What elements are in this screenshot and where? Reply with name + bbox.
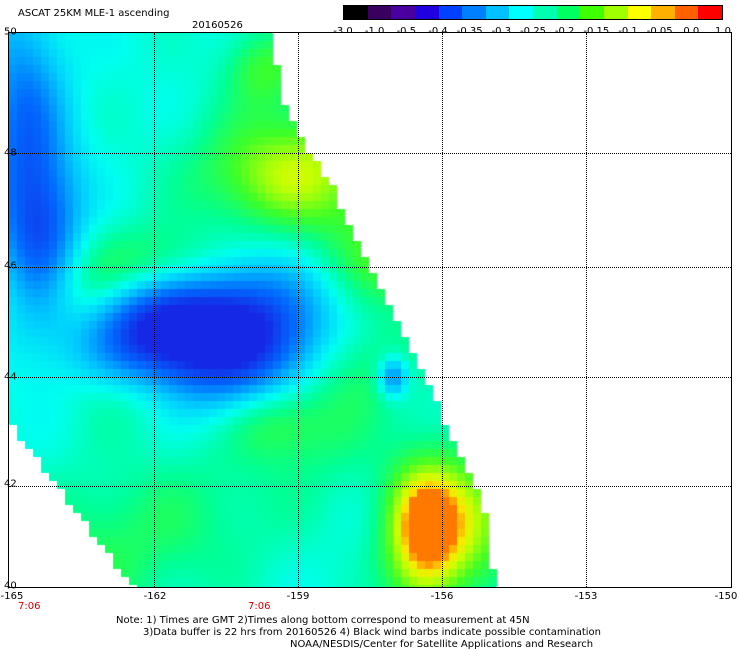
color-scale-tick-label: 1.0 [715, 26, 731, 37]
color-swatch [556, 6, 581, 19]
grid-line-lat [9, 377, 731, 378]
color-scale-tick-label: -0.05 [647, 26, 673, 37]
footnote-line: Note: 1) Times are GMT 2)Times along bot… [116, 615, 530, 626]
color-swatch [580, 6, 604, 19]
color-swatch [462, 6, 486, 19]
grid-line-lat [9, 153, 731, 154]
time-label: 7:06 [18, 601, 41, 612]
color-swatch [509, 6, 533, 19]
color-swatch [603, 6, 628, 19]
color-swatch [485, 6, 510, 19]
color-swatch [627, 6, 652, 19]
lon-label: -162 [143, 591, 167, 602]
map-plot-area [8, 32, 732, 588]
color-scale-tick-label: -0.2 [555, 26, 575, 37]
color-swatch [391, 6, 415, 19]
color-scale-tick-label: 0.0 [683, 26, 699, 37]
color-swatch [438, 6, 463, 19]
mle-swath-field [9, 33, 731, 587]
color-scale-tick-label: -3.0 [333, 26, 353, 37]
lon-label: -165 [0, 591, 24, 602]
lat-label: 50 [4, 26, 17, 38]
color-swatch [698, 6, 722, 19]
lat-label: 42 [4, 478, 17, 490]
grid-line-lon [442, 33, 443, 587]
color-scale-tick-label: -0.5 [397, 26, 417, 37]
lat-label: 40 [4, 580, 17, 592]
map-title: ASCAT 25KM MLE-1 ascending [18, 8, 170, 19]
footnote-line: NOAA/NESDIS/Center for Satellite Applica… [290, 639, 594, 650]
grid-line-lon [298, 33, 299, 587]
lon-label: -150 [714, 591, 738, 602]
color-scale-tick-label: -0.15 [583, 26, 609, 37]
color-swatch [414, 6, 439, 19]
footnote-line: 3)Data buffer is 22 hrs from 20160526 4)… [143, 627, 601, 638]
color-scale-tick-label: -0.25 [520, 26, 546, 37]
grid-line-lon [586, 33, 587, 587]
lat-label: 48 [4, 147, 17, 159]
color-swatch [367, 6, 392, 19]
color-scale-tick-label: -0.4 [428, 26, 448, 37]
grid-line-lon [154, 33, 155, 587]
lon-label: -159 [286, 591, 310, 602]
color-scale-tick-label: -1.0 [365, 26, 385, 37]
color-scale-tick-label: -0.1 [618, 26, 638, 37]
lat-label: 44 [4, 371, 17, 383]
color-swatch [651, 6, 675, 19]
lon-label: -153 [574, 591, 598, 602]
map-date: 20160526 [192, 20, 243, 31]
lat-label: 46 [4, 260, 17, 272]
color-scale-bar [343, 5, 723, 20]
grid-line-lat [9, 486, 731, 487]
color-scale-tick-label: -0.35 [457, 26, 483, 37]
color-swatch [674, 6, 699, 19]
grid-line-lat [9, 267, 731, 268]
color-swatch [533, 6, 557, 19]
time-label: 7:06 [248, 601, 271, 612]
color-swatch [344, 6, 368, 19]
color-scale-tick-label: -0.3 [492, 26, 512, 37]
lon-label: -156 [430, 591, 454, 602]
